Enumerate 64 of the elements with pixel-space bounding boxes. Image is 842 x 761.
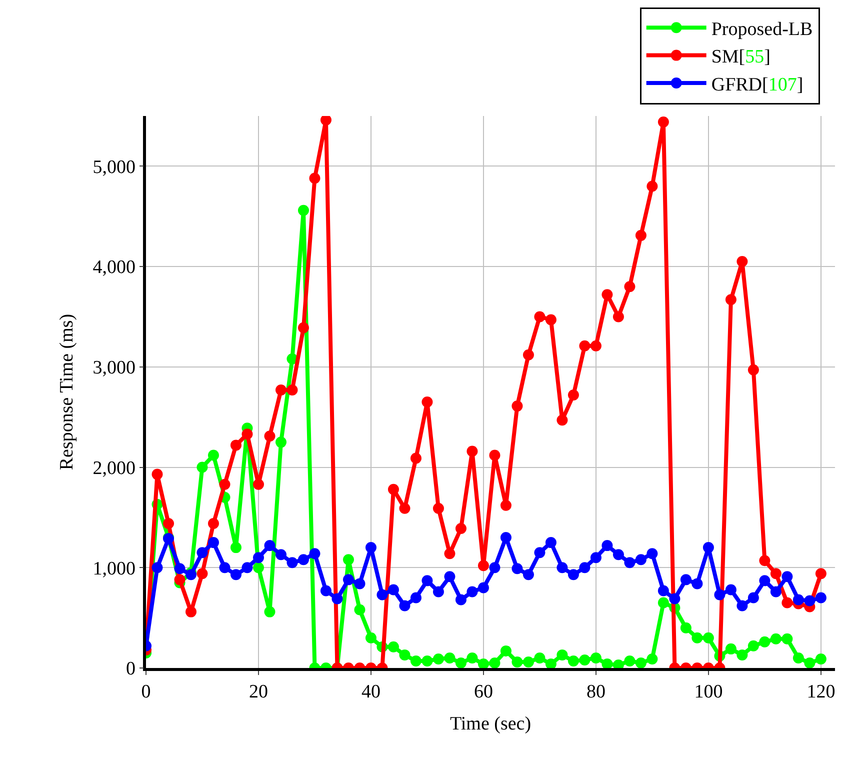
point (545, 658, 556, 668)
y-tick-label: 0 (126, 658, 136, 680)
point (410, 655, 422, 666)
point (388, 641, 399, 652)
point (624, 655, 636, 666)
point (275, 436, 286, 448)
point (702, 632, 714, 644)
point (646, 653, 658, 664)
point (478, 658, 489, 668)
legend-label: Proposed-LB (711, 19, 813, 40)
point (399, 649, 410, 660)
y-axis-title: Response Time (ms) (56, 314, 78, 470)
point (500, 645, 512, 656)
x-tick-label: 120 (806, 682, 836, 703)
point (658, 597, 669, 608)
y-tick-label: 1,000 (92, 558, 136, 580)
x-tick-label: 100 (694, 682, 723, 703)
y-tick-label: 2,000 (92, 458, 136, 479)
x-tick-label: 40 (361, 682, 380, 703)
point (759, 636, 770, 648)
point (466, 652, 478, 664)
point (444, 652, 456, 664)
point (602, 658, 613, 668)
point (770, 633, 782, 644)
point (230, 542, 242, 554)
point (635, 657, 646, 668)
point (692, 632, 703, 644)
point (792, 652, 804, 664)
point (815, 653, 826, 664)
x-tick-label: 0 (141, 682, 151, 703)
point (422, 655, 433, 666)
point (804, 657, 816, 668)
legend-label: SM[55] (711, 46, 770, 68)
point (568, 655, 579, 666)
point (534, 652, 546, 664)
legend-label: GFRD[107] (711, 74, 804, 96)
point (298, 204, 309, 216)
point (579, 654, 590, 666)
point (208, 450, 219, 461)
point (736, 649, 748, 660)
point (252, 562, 264, 574)
y-tick-label: 5,000 (92, 156, 136, 178)
point (725, 643, 736, 654)
x-tick-label: 60 (474, 682, 493, 703)
x-axis-title: Time (sec) (450, 713, 532, 734)
point (489, 657, 500, 668)
point (556, 649, 568, 660)
x-tick-label: 20 (248, 682, 268, 703)
point (522, 656, 534, 668)
point (432, 653, 444, 664)
point (455, 657, 466, 668)
y-tick-label: 3,000 (92, 358, 136, 379)
x-tick-label: 80 (586, 682, 606, 703)
y-tick-label: 4,000 (92, 257, 136, 278)
point (196, 462, 208, 473)
point (365, 632, 376, 644)
point (342, 554, 354, 566)
point (354, 604, 366, 616)
point (680, 622, 692, 634)
point (748, 640, 759, 652)
point (264, 606, 276, 618)
point (590, 652, 602, 664)
point (512, 656, 523, 668)
point (782, 633, 793, 644)
